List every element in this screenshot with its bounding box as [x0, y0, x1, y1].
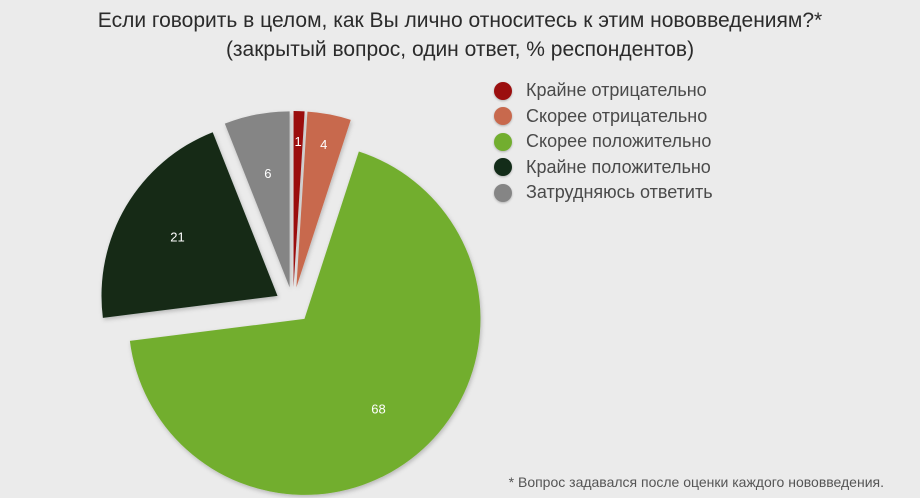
pie-slice-label-2: 4: [320, 137, 327, 152]
pie-slice-3: [129, 151, 481, 495]
pie-slice-label-4: 21: [170, 230, 184, 245]
pie-slice-5: [224, 111, 290, 288]
legend-item-5: Затрудняюсь ответить: [494, 180, 713, 206]
legend-label-2: Скорее отрицательно: [526, 105, 708, 126]
pie-slice-2: [296, 111, 351, 288]
legend-label-1: Крайне отрицательно: [526, 80, 707, 101]
legend-item-4: Крайне положительно: [494, 155, 713, 181]
legend-item-2: Скорее отрицательно: [494, 104, 713, 130]
legend-swatch-4: [494, 158, 512, 177]
pie-slice-label-1: 1: [295, 134, 302, 149]
pie-slice-label-5: 6: [264, 166, 271, 181]
pie-slice-label-3: 68: [371, 401, 385, 416]
legend-label-3: Скорее положительно: [526, 131, 712, 152]
legend-label-5: Затрудняюсь ответить: [526, 182, 713, 203]
chart-legend: Крайне отрицательно Скорее отрицательно Ск…: [494, 78, 713, 206]
chart-title-block: Если говорить в целом, как Вы лично отно…: [0, 6, 920, 64]
legend-swatch-1: [494, 81, 512, 100]
legend-swatch-3: [494, 132, 512, 151]
pie-slice-4: [101, 132, 278, 318]
chart-title: Если говорить в целом, как Вы лично отно…: [97, 9, 823, 32]
legend-item-1: Крайне отрицательно: [494, 78, 713, 104]
footnote: * Вопрос задавался после оценки каждого …: [508, 474, 884, 490]
legend-swatch-2: [494, 107, 512, 126]
legend-label-4: Крайне положительно: [526, 156, 711, 177]
chart-subtitle: (закрытый вопрос, один ответ, % респонде…: [225, 38, 695, 61]
legend-swatch-5: [494, 183, 512, 202]
legend-item-3: Скорее положительно: [494, 129, 713, 155]
pie-slice-1: [293, 111, 305, 288]
